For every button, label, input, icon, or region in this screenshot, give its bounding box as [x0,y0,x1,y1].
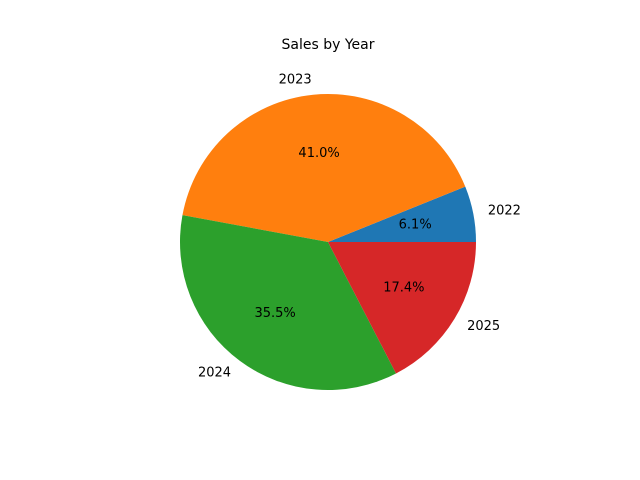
slice-label-2025: 2025 [467,319,500,334]
pct-label-2023: 41.0% [298,146,339,161]
slice-label-2024: 2024 [198,365,231,380]
pie-slice-2025 [328,242,476,374]
pie-labels: 2022 6.1% 2023 41.0% 2024 35.5% 2025 17.4% [198,73,521,381]
pct-label-2025: 17.4% [383,281,424,296]
chart-title: Sales by Year [282,37,375,53]
pie-slice-2023 [182,94,466,242]
slice-label-2023: 2023 [279,73,312,88]
pct-label-2022: 6.1% [399,218,432,233]
pct-label-2024: 35.5% [254,306,295,321]
pie-slices [180,94,476,390]
pie-slice-2022 [328,186,476,242]
pie-slice-2024 [180,215,397,390]
slice-label-2022: 2022 [488,203,521,218]
